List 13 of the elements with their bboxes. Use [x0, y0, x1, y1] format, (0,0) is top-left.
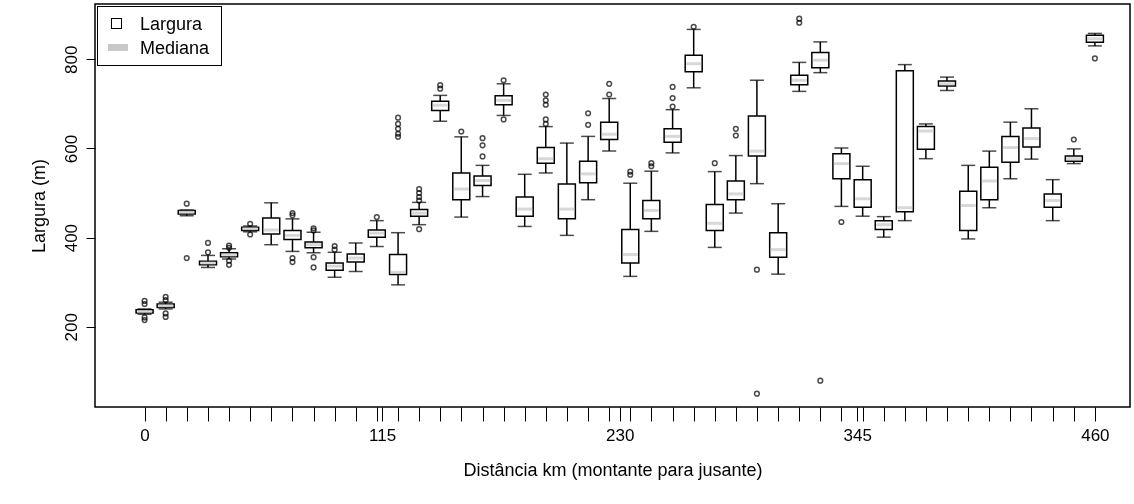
annotation: Mediana — [140, 37, 210, 60]
x-axis-title: Distância km (montante para jusante) — [463, 459, 763, 480]
x-tick-label: 460 — [1081, 425, 1110, 445]
legend-label: Largura — [140, 13, 203, 36]
x-tick-label: 230 — [606, 425, 635, 445]
y-tick-label: 600 — [61, 134, 81, 164]
x-tick-label: 0 — [140, 425, 150, 445]
y-tick-label: 400 — [61, 223, 81, 253]
x-tick-label: 115 — [369, 425, 397, 445]
y-tick-label: 200 — [61, 313, 81, 342]
y-axis-title: Largura (m) — [28, 158, 49, 254]
x-tick-label: 345 — [843, 425, 872, 445]
y-tick-label: 800 — [61, 45, 81, 74]
